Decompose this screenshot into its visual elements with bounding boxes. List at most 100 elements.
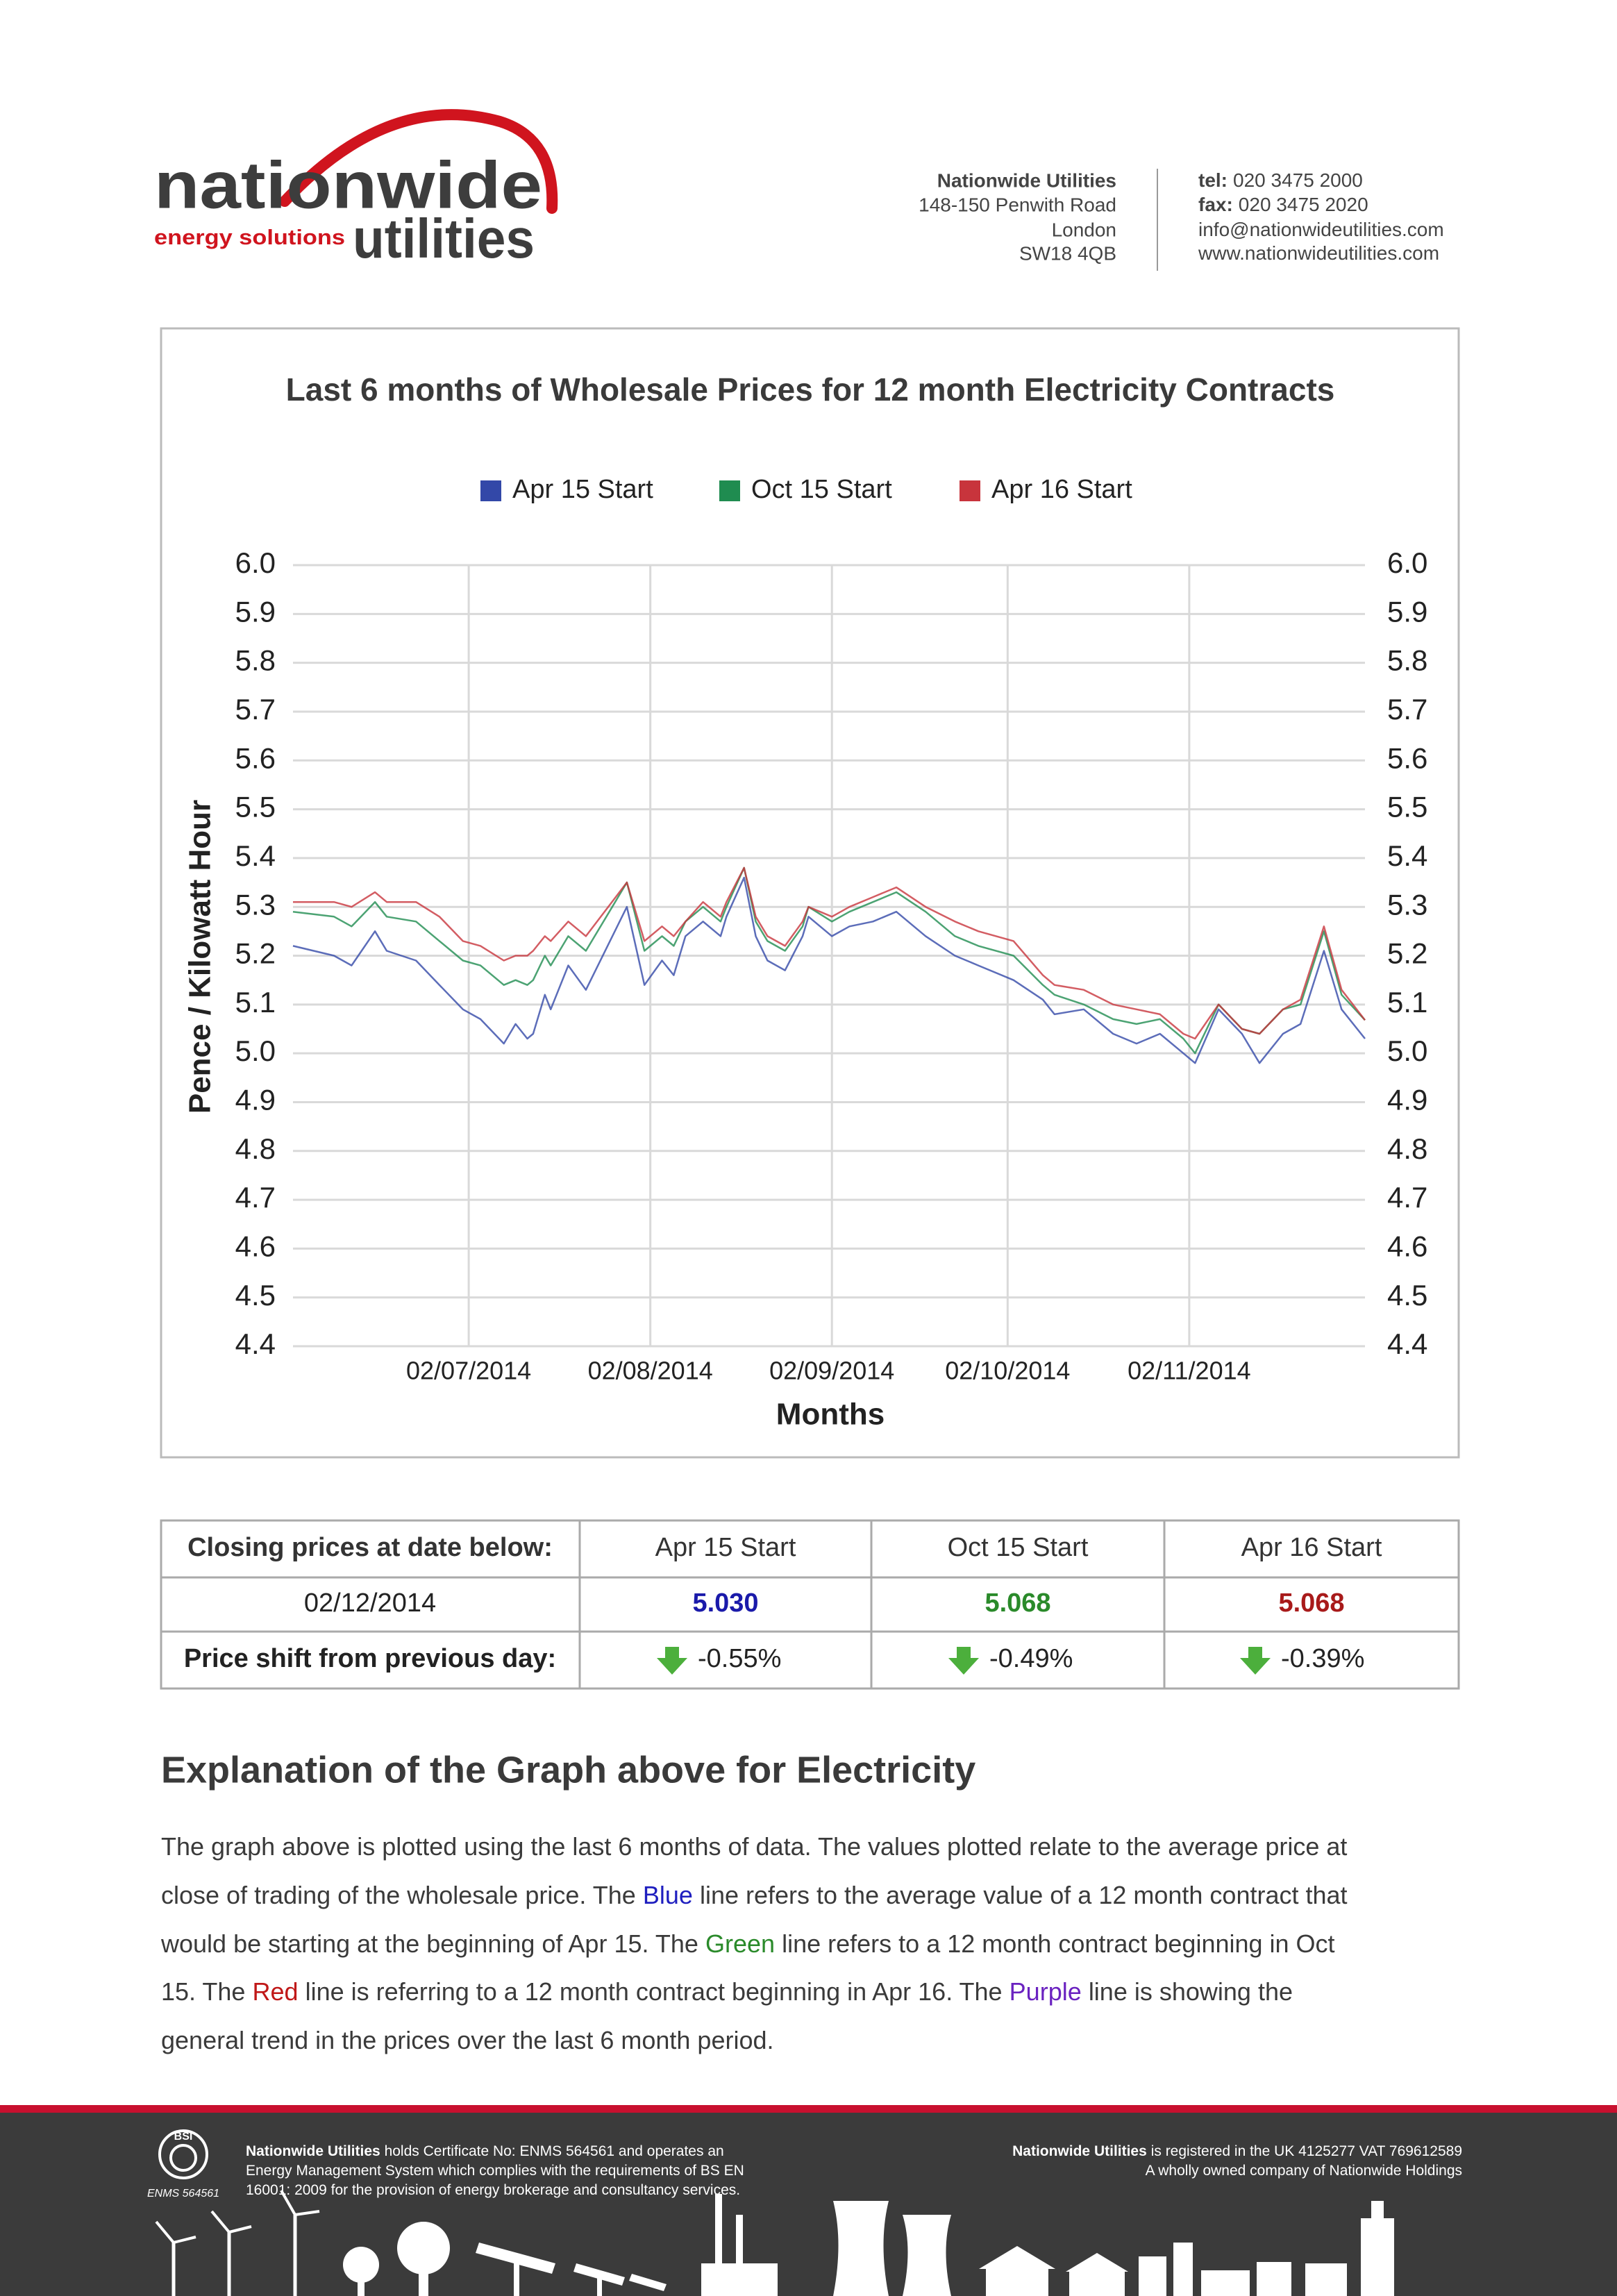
y2-tick-label: 5.6 xyxy=(1387,741,1427,774)
y-tick-label: 6.0 xyxy=(235,546,276,579)
table: Closing prices at date below: Apr 15 Star… xyxy=(184,1533,1382,1673)
skyline xyxy=(155,2190,1394,2296)
table-cell: 02/12/2014 xyxy=(304,1589,436,1618)
legend-label: Apr 15 Start xyxy=(512,475,653,504)
y2-tick-label: 5.8 xyxy=(1387,644,1427,677)
text-segment: would be starting at the beginning of Ap… xyxy=(160,1929,698,1958)
y-tick-label: 4.5 xyxy=(235,1279,276,1312)
paragraph-line: would be starting at the beginning of Ap… xyxy=(160,1929,1335,1958)
footer-line: 16001: 2009 for the provision of energy … xyxy=(246,2182,740,2198)
y2-tick-label: 5.9 xyxy=(1387,595,1427,628)
y2-tick-label: 4.9 xyxy=(1387,1084,1427,1116)
table-grid xyxy=(160,1519,1460,1690)
header-contact: Nationwide Utilities 148-150 Penwith Road… xyxy=(919,169,1444,264)
text-segment: Red xyxy=(253,1977,299,2006)
y2-tick-label: 4.4 xyxy=(1387,1327,1427,1360)
text-segment: line is showing the xyxy=(1089,1977,1293,2006)
footer-rule xyxy=(0,2105,1617,2113)
legend-swatch xyxy=(480,480,501,501)
series-line xyxy=(292,876,1366,1064)
contact-value: 020 3475 2000 xyxy=(1233,169,1363,191)
down-arrows xyxy=(657,1647,1271,1675)
contact-line: info@nationwideutilities.com xyxy=(1198,219,1444,240)
y2-tick-label: 6.0 xyxy=(1387,546,1427,579)
y-tick-label: 5.7 xyxy=(235,693,276,726)
table-cell: -0.39% xyxy=(1281,1644,1364,1673)
y2-tick-label: 5.4 xyxy=(1387,839,1427,872)
table-cell: -0.49% xyxy=(989,1644,1073,1673)
text-segment: Nationwide Utilities xyxy=(246,2143,380,2159)
explanation-heading: Explanation of the Graph above for Elect… xyxy=(161,1749,975,1791)
y2-tick-label: 4.8 xyxy=(1387,1132,1427,1165)
badge-circle xyxy=(158,2129,208,2179)
text-segment: A wholly owned company of Nationwide Hol… xyxy=(1146,2163,1462,2179)
x-tick-label: 02/10/2014 xyxy=(945,1357,1070,1385)
chart-frame xyxy=(160,327,1460,1459)
legend-swatch xyxy=(719,480,740,501)
text-segment: general trend in the prices over the las… xyxy=(161,2026,774,2054)
table-cell: -0.55% xyxy=(698,1644,781,1673)
x-tick-label: 02/09/2014 xyxy=(769,1357,894,1385)
text-segment: is registered in the UK 4125277 VAT 7696… xyxy=(1151,2143,1462,2159)
y2-tick-label: 5.3 xyxy=(1387,888,1427,921)
text-segment: Nationwide Utilities xyxy=(1012,2143,1147,2159)
paragraph-line: close of trading of the wholesale price.… xyxy=(161,1881,1348,1909)
footer-line: A wholly owned company of Nationwide Hol… xyxy=(1146,2163,1462,2179)
footer-text: Nationwide Utilities holds Certificate No… xyxy=(246,2143,1462,2198)
text-segment: holds Certificate No: ENMS 564561 and op… xyxy=(385,2143,724,2159)
x-tick-label: 02/08/2014 xyxy=(588,1357,713,1385)
paragraph-line: general trend in the prices over the las… xyxy=(161,2026,774,2054)
paragraph-line: The graph above is plotted using the las… xyxy=(161,1832,1347,1861)
badge-inner xyxy=(169,2144,197,2172)
table-cell: 5.068 xyxy=(985,1589,1050,1618)
footer-line: Energy Management System which complies … xyxy=(246,2163,744,2179)
y-tick-label: 5.3 xyxy=(235,888,276,921)
address-line: 148-150 Penwith Road xyxy=(919,194,1116,215)
text-segment: The graph above is plotted using the las… xyxy=(161,1832,1347,1861)
table-cell: 5.030 xyxy=(692,1589,758,1618)
table-header: Closing prices at date below: xyxy=(187,1533,553,1562)
y2-tick-label: 4.6 xyxy=(1387,1230,1427,1262)
table-header: Oct 15 Start xyxy=(948,1533,1089,1562)
address-line: SW18 4QB xyxy=(1019,242,1116,264)
y2-tick-label: 5.2 xyxy=(1387,937,1427,970)
y-tick-label: 5.9 xyxy=(235,595,276,628)
y2-tick-label: 5.1 xyxy=(1387,986,1427,1019)
y-tick-label: 4.9 xyxy=(235,1084,276,1116)
address-line: London xyxy=(1052,219,1116,240)
y-tick-label: 4.4 xyxy=(235,1327,276,1360)
footer-line: Nationwide Utilities holds Certificate No… xyxy=(246,2143,724,2159)
text-segment: 16001: 2009 for the provision of energy … xyxy=(246,2182,740,2198)
paragraph-line: 15. The Red line is referring to a 12 mont… xyxy=(161,1977,1293,2006)
text-segment: close of trading of the wholesale price.… xyxy=(161,1881,636,1909)
logo-tagline: energy solutions xyxy=(154,225,345,249)
chart-title: Last 6 months of Wholesale Prices for 12… xyxy=(286,371,1335,408)
y-tick-label: 4.6 xyxy=(235,1230,276,1262)
contact-line: tel: 020 3475 2000 xyxy=(1198,169,1363,191)
y2-tick-label: 4.5 xyxy=(1387,1279,1427,1312)
contact-label: tel: xyxy=(1198,169,1228,191)
y2-tick-label: 4.7 xyxy=(1387,1181,1427,1214)
y-axis-label: Pence / Kilowatt Hour xyxy=(183,800,217,1114)
y-tick-label: 5.1 xyxy=(235,986,276,1019)
footer-band xyxy=(0,2105,1617,2296)
y-tick-label: 5.5 xyxy=(235,791,276,823)
badge-caption: ENMS 564561 xyxy=(147,2188,219,2199)
down-arrow xyxy=(657,1647,687,1675)
table-cell: Price shift from previous day: xyxy=(184,1644,556,1673)
footer-line: Nationwide Utilities is registered in the… xyxy=(1012,2143,1462,2159)
y2-tick-label: 5.7 xyxy=(1387,693,1427,726)
contact-line: www.nationwideutilities.com xyxy=(1198,242,1439,264)
text-segment: line refers to a 12 month contract begin… xyxy=(782,1929,1334,1958)
contact-value: info@nationwideutilities.com xyxy=(1198,219,1444,240)
y2-tick-label: 5.0 xyxy=(1387,1034,1427,1067)
series-line xyxy=(292,866,1366,1055)
series-line xyxy=(293,866,1366,1040)
text-segment: Purple xyxy=(1009,1977,1082,2006)
contact-line: fax: 020 3475 2020 xyxy=(1198,194,1368,215)
text-segment: Blue xyxy=(643,1881,693,1909)
legend-label: Apr 16 Start xyxy=(991,475,1132,504)
y-tick-label: 5.6 xyxy=(235,741,276,774)
text-segment: 15. The xyxy=(161,1977,245,2006)
text-segment: Green xyxy=(705,1929,775,1958)
